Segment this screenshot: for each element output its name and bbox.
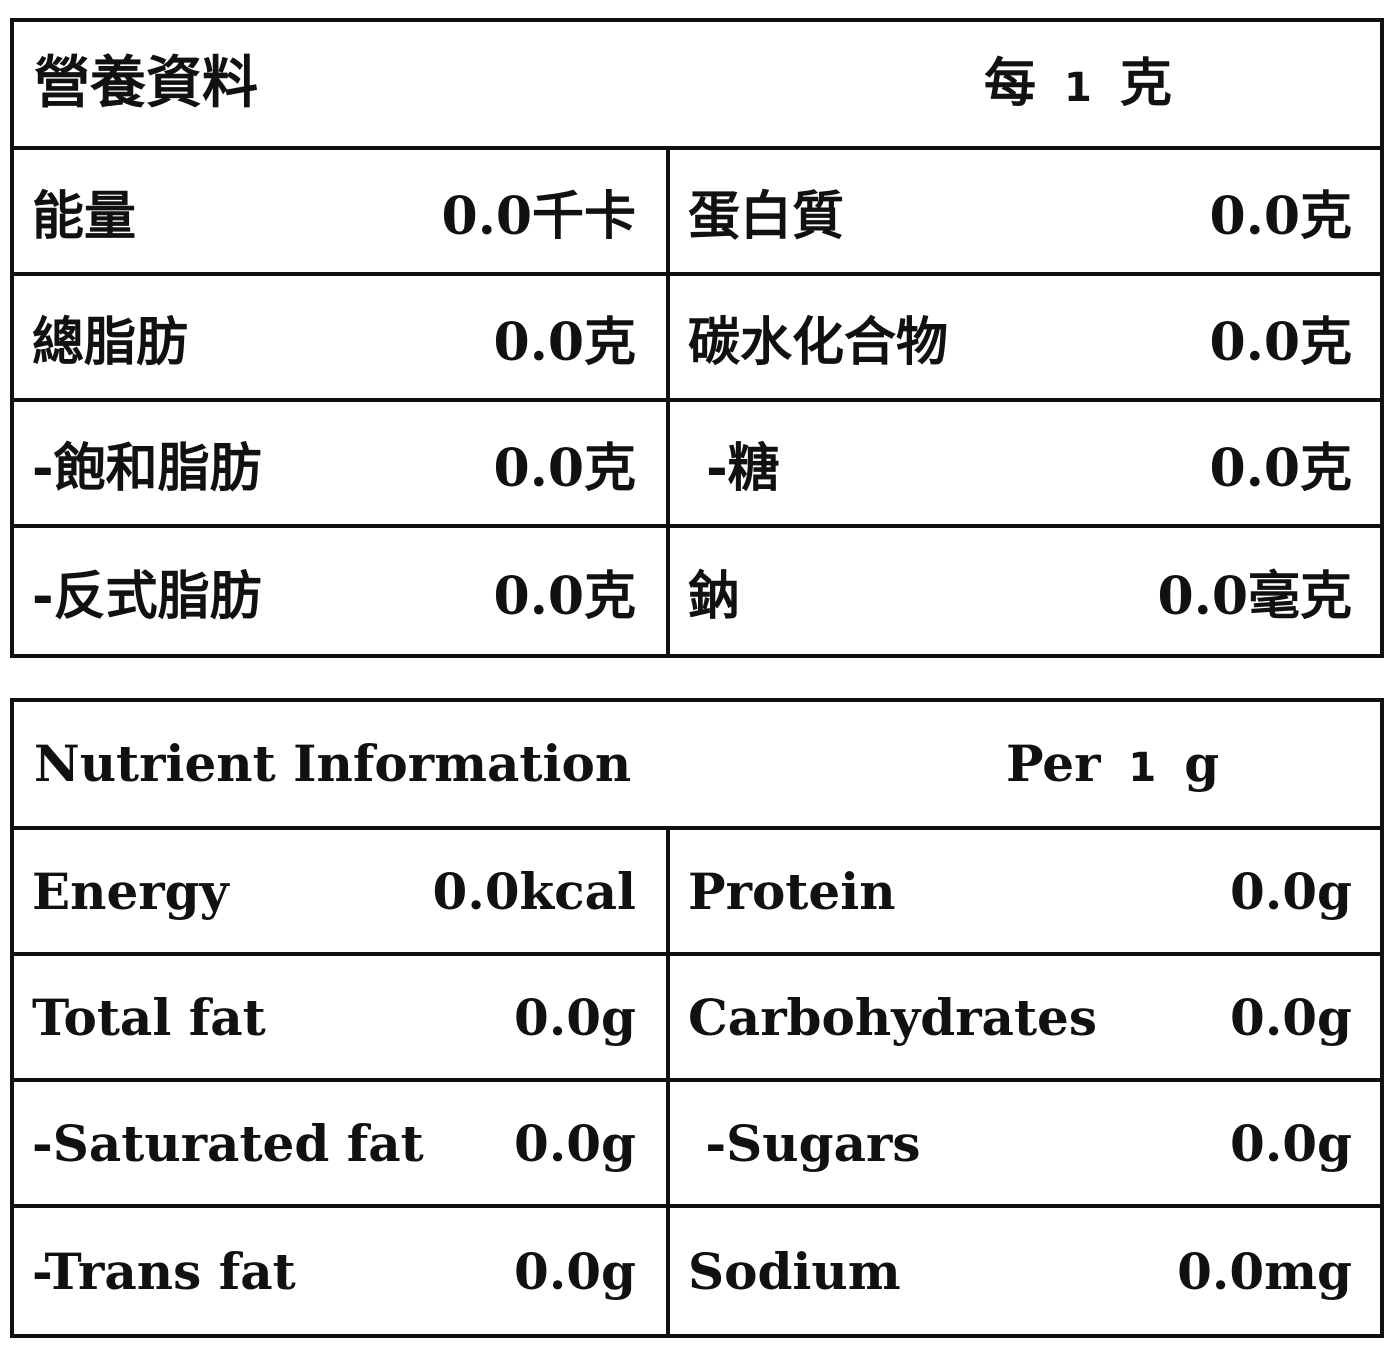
serving-amount: 1 — [1128, 745, 1157, 791]
nutrient-cell: Sodium 0.0mg — [670, 1208, 1380, 1334]
nutrient-cell: -Sugars 0.0g — [670, 1082, 1380, 1204]
serving-amount: 1 — [1064, 65, 1092, 111]
nutrient-value: 0.0mg — [1177, 1241, 1352, 1301]
nutrient-cell: 能量 0.0千卡 — [14, 150, 670, 272]
nutrient-cell: Carbohydrates 0.0g — [670, 956, 1380, 1078]
table-row: 總脂肪 0.0克 碳水化合物 0.0克 — [14, 276, 1380, 402]
nutrient-value: 0.0克 — [493, 565, 636, 627]
nutrient-cell: -反式脂肪 0.0克 — [14, 528, 670, 654]
nutrient-value: 0.0g — [1230, 861, 1352, 921]
table-row: -飽和脂肪 0.0克 -糖 0.0克 — [14, 402, 1380, 528]
nutrient-cell: 總脂肪 0.0克 — [14, 276, 670, 398]
nutrient-cell: 碳水化合物 0.0克 — [670, 276, 1380, 398]
nutrient-label: Carbohydrates — [688, 987, 1098, 1047]
nutrient-label: Energy — [32, 861, 229, 921]
nutrient-label: 鈉 — [688, 566, 741, 627]
nutrient-label: 碳水化合物 — [688, 312, 949, 373]
nutrient-label: -Saturated fat — [32, 1113, 424, 1173]
nutrient-cell: -Saturated fat 0.0g — [14, 1082, 670, 1204]
nutrient-cell: Protein 0.0g — [670, 830, 1380, 952]
nutrient-value: 0.0克 — [1209, 311, 1352, 373]
nutrient-cell: Total fat 0.0g — [14, 956, 670, 1078]
nutrient-cell: Energy 0.0kcal — [14, 830, 670, 952]
serving-prefix: Per — [1006, 734, 1101, 793]
nutrient-label: Sodium — [688, 1241, 901, 1301]
nutrient-label: -糖 — [688, 438, 780, 499]
nutrient-label: Protein — [688, 861, 896, 921]
nutrient-label: -飽和脂肪 — [32, 438, 262, 499]
nutrient-label: 能量 — [32, 186, 137, 247]
nutrient-value: 0.0g — [514, 1241, 636, 1301]
nutrient-label: -反式脂肪 — [32, 566, 262, 627]
nutrient-value: 0.0g — [1230, 987, 1352, 1047]
table-row: 能量 0.0千卡 蛋白質 0.0克 — [14, 150, 1380, 276]
table-title: 營養資料 — [34, 51, 258, 116]
nutrient-value: 0.0g — [1230, 1113, 1352, 1173]
nutrient-label: 總脂肪 — [32, 312, 189, 373]
nutrient-cell: -Trans fat 0.0g — [14, 1208, 670, 1334]
nutrient-cell: 蛋白質 0.0克 — [670, 150, 1380, 272]
nutrient-value: 0.0克 — [1209, 437, 1352, 499]
nutrient-value: 0.0克 — [493, 311, 636, 373]
nutrient-label: -Trans fat — [32, 1241, 296, 1301]
nutrient-value: 0.0克 — [493, 437, 636, 499]
nutrient-label: 蛋白質 — [688, 186, 845, 247]
nutrient-value: 0.0g — [514, 1113, 636, 1173]
nutrient-value: 0.0毫克 — [1157, 565, 1352, 627]
nutrient-value: 0.0g — [514, 987, 636, 1047]
table-row: -反式脂肪 0.0克 鈉 0.0毫克 — [14, 528, 1380, 654]
table-row: -Trans fat 0.0g Sodium 0.0mg — [14, 1208, 1380, 1334]
table-row: -Saturated fat 0.0g -Sugars 0.0g — [14, 1082, 1380, 1208]
nutrient-cell: -飽和脂肪 0.0克 — [14, 402, 670, 524]
serving-prefix: 每 — [984, 54, 1037, 114]
nutrient-value: 0.0kcal — [432, 861, 636, 921]
nutrient-value: 0.0克 — [1209, 185, 1352, 247]
table-title: Nutrient Information — [34, 734, 632, 793]
serving-unit: 克 — [1119, 54, 1172, 114]
serving-unit: g — [1184, 734, 1220, 793]
nutrient-value: 0.0千卡 — [441, 185, 636, 247]
nutrient-label: Total fat — [32, 987, 266, 1047]
serving-size: Per 1 g — [1006, 702, 1219, 826]
table-row: Energy 0.0kcal Protein 0.0g — [14, 830, 1380, 956]
nutrient-cell: -糖 0.0克 — [670, 402, 1380, 524]
nutrient-label: -Sugars — [688, 1113, 921, 1173]
table-header: Nutrient Information Per 1 g — [14, 702, 1380, 830]
nutrient-cell: 鈉 0.0毫克 — [670, 528, 1380, 654]
table-row: Total fat 0.0g Carbohydrates 0.0g — [14, 956, 1380, 1082]
nutrition-table-english: Nutrient Information Per 1 g Energy 0.0kca… — [10, 698, 1384, 1338]
